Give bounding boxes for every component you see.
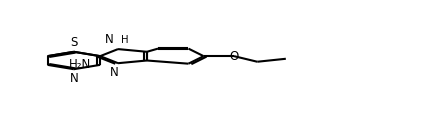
Text: N: N xyxy=(70,72,78,85)
Text: N: N xyxy=(105,33,114,46)
Text: S: S xyxy=(70,36,78,49)
Text: H: H xyxy=(122,35,129,45)
Text: O: O xyxy=(230,50,238,63)
Text: H₂N: H₂N xyxy=(69,58,91,71)
Text: N: N xyxy=(109,66,118,79)
